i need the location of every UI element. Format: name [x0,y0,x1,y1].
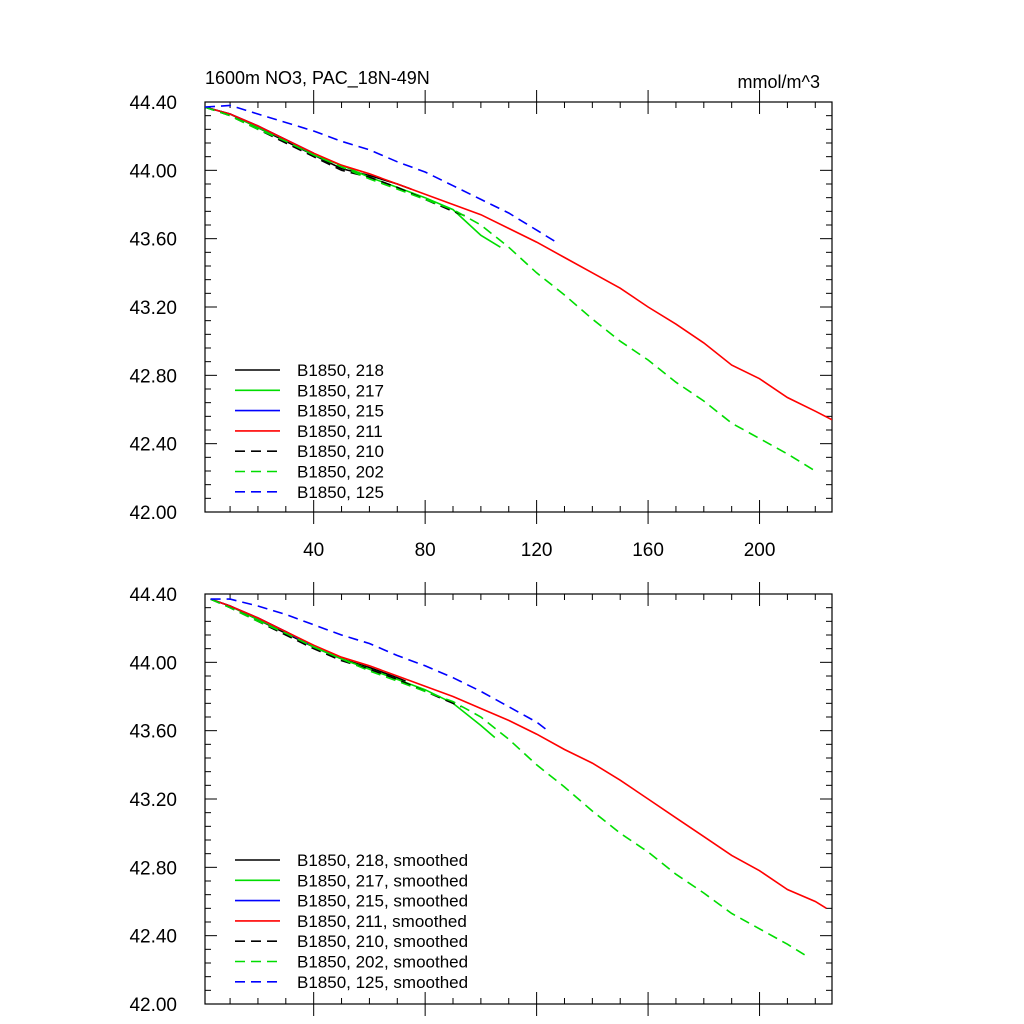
y-tick-label: 42.40 [129,927,177,948]
y-tick-label: 43.20 [129,298,177,319]
legend-label: B1850, 125 [297,483,384,502]
legend-label: B1850, 211 [297,422,383,441]
top-panel: 44.40 44.00 43.60 43.20 42.80 42.40 42.00 40 80 1… [129,68,833,561]
x-tick-label: 200 [744,540,776,561]
legend-label: B1850, 202 [297,463,384,482]
y-tick-label: 42.80 [129,858,177,879]
legend-label: B1850, 215, smoothed [297,892,468,911]
y-tick-label: 43.20 [129,790,177,811]
y-tick-label: 42.00 [129,503,177,524]
legend-label: B1850, 218, smoothed [297,851,468,870]
legend-label: B1850, 210, smoothed [297,932,468,951]
y-tick-label: 44.00 [129,653,177,674]
y-tick-label: 42.00 [129,995,177,1016]
legend-label: B1850, 125, smoothed [297,973,468,992]
y-tick-label: 42.40 [129,435,177,456]
y-tick-label: 43.60 [129,722,177,743]
legend-label: B1850, 217 [297,381,384,400]
series-line-7 [210,598,549,732]
bottom-panel: 44.40 44.00 43.60 43.20 42.80 42.40 42.00 B1850… [129,582,833,1016]
series-line-2 [210,598,496,739]
y-tick-label: 44.00 [129,161,177,182]
series-line-6 [210,598,811,959]
legend-label: B1850, 217, smoothed [297,871,468,890]
series-line-4 [205,106,832,421]
legend-label: B1850, 202, smoothed [297,953,468,972]
x-tick-label: 160 [632,540,664,561]
series-line-4 [210,598,827,909]
legend-label: B1850, 210 [297,442,384,461]
units-label: mmol/m^3 [738,72,820,92]
y-tick-label: 43.60 [129,230,177,251]
y-tick-label: 44.40 [129,585,177,606]
x-tick-label: 40 [303,540,324,561]
y-tick-label: 44.40 [129,93,177,114]
x-tick-label: 120 [521,540,553,561]
x-tick-label: 80 [415,540,436,561]
legend-label: B1850, 215 [297,402,384,421]
legend-label: B1850, 218 [297,361,384,380]
legend-label: B1850, 211, smoothed [297,912,467,931]
y-tick-label: 42.80 [129,366,177,387]
series-line-6 [205,106,816,472]
chart-title: 1600m NO3, PAC_18N-49N [205,68,430,89]
